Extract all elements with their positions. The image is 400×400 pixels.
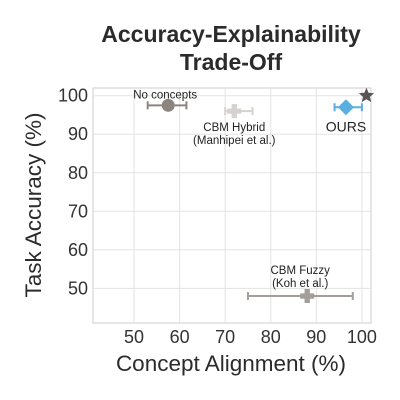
x-tick-label-60: 60 <box>170 327 190 347</box>
y-axis-ticks: 50 60 70 80 90 100 <box>58 86 88 299</box>
x-tick-label-90: 90 <box>306 327 326 347</box>
x-tick-label-50: 50 <box>124 327 144 347</box>
y-tick-label-70: 70 <box>68 201 88 221</box>
y-tick-label-100: 100 <box>58 86 88 106</box>
point-4-label-line-1: CBM Fuzzy <box>270 265 330 277</box>
point-4-label-line-2: (Koh et al.) <box>272 278 328 290</box>
x-tick-label-70: 70 <box>215 327 235 347</box>
point-2-label-line-2: (Manhipei et al.) <box>193 135 276 147</box>
point-1-label-line-1: No concepts <box>133 89 197 101</box>
y-tick-label-80: 80 <box>68 163 88 183</box>
point-3-label-line-1: OURS <box>326 118 366 134</box>
x-axis-label: Concept Alignment (%) <box>116 351 346 376</box>
point-2-marker <box>227 104 242 119</box>
x-tick-label-80: 80 <box>261 327 281 347</box>
point-4-marker <box>300 289 315 304</box>
point-3-marker <box>337 99 354 116</box>
chart-title-line-1: Accuracy-Explainability <box>101 21 361 47</box>
y-tick-label-50: 50 <box>68 278 88 298</box>
data-markers <box>161 87 375 304</box>
y-tick-label-60: 60 <box>68 240 88 260</box>
grid-lines <box>93 88 371 323</box>
y-tick-label-90: 90 <box>68 124 88 144</box>
y-axis-label: Task Accuracy (%) <box>21 112 46 297</box>
point-1-marker <box>161 98 175 112</box>
plot-area <box>92 87 372 324</box>
chart-title-line-2: Trade-Off <box>180 49 283 75</box>
x-axis-ticks: 50 60 70 80 90 100 <box>124 327 377 347</box>
point-labels: No concepts CBM Hybrid(Manhipei et al.) OU… <box>133 89 366 290</box>
point-2-label-line-1: CBM Hybrid <box>203 122 265 134</box>
x-tick-label-100: 100 <box>347 327 377 347</box>
ideal-point-star <box>358 87 375 103</box>
